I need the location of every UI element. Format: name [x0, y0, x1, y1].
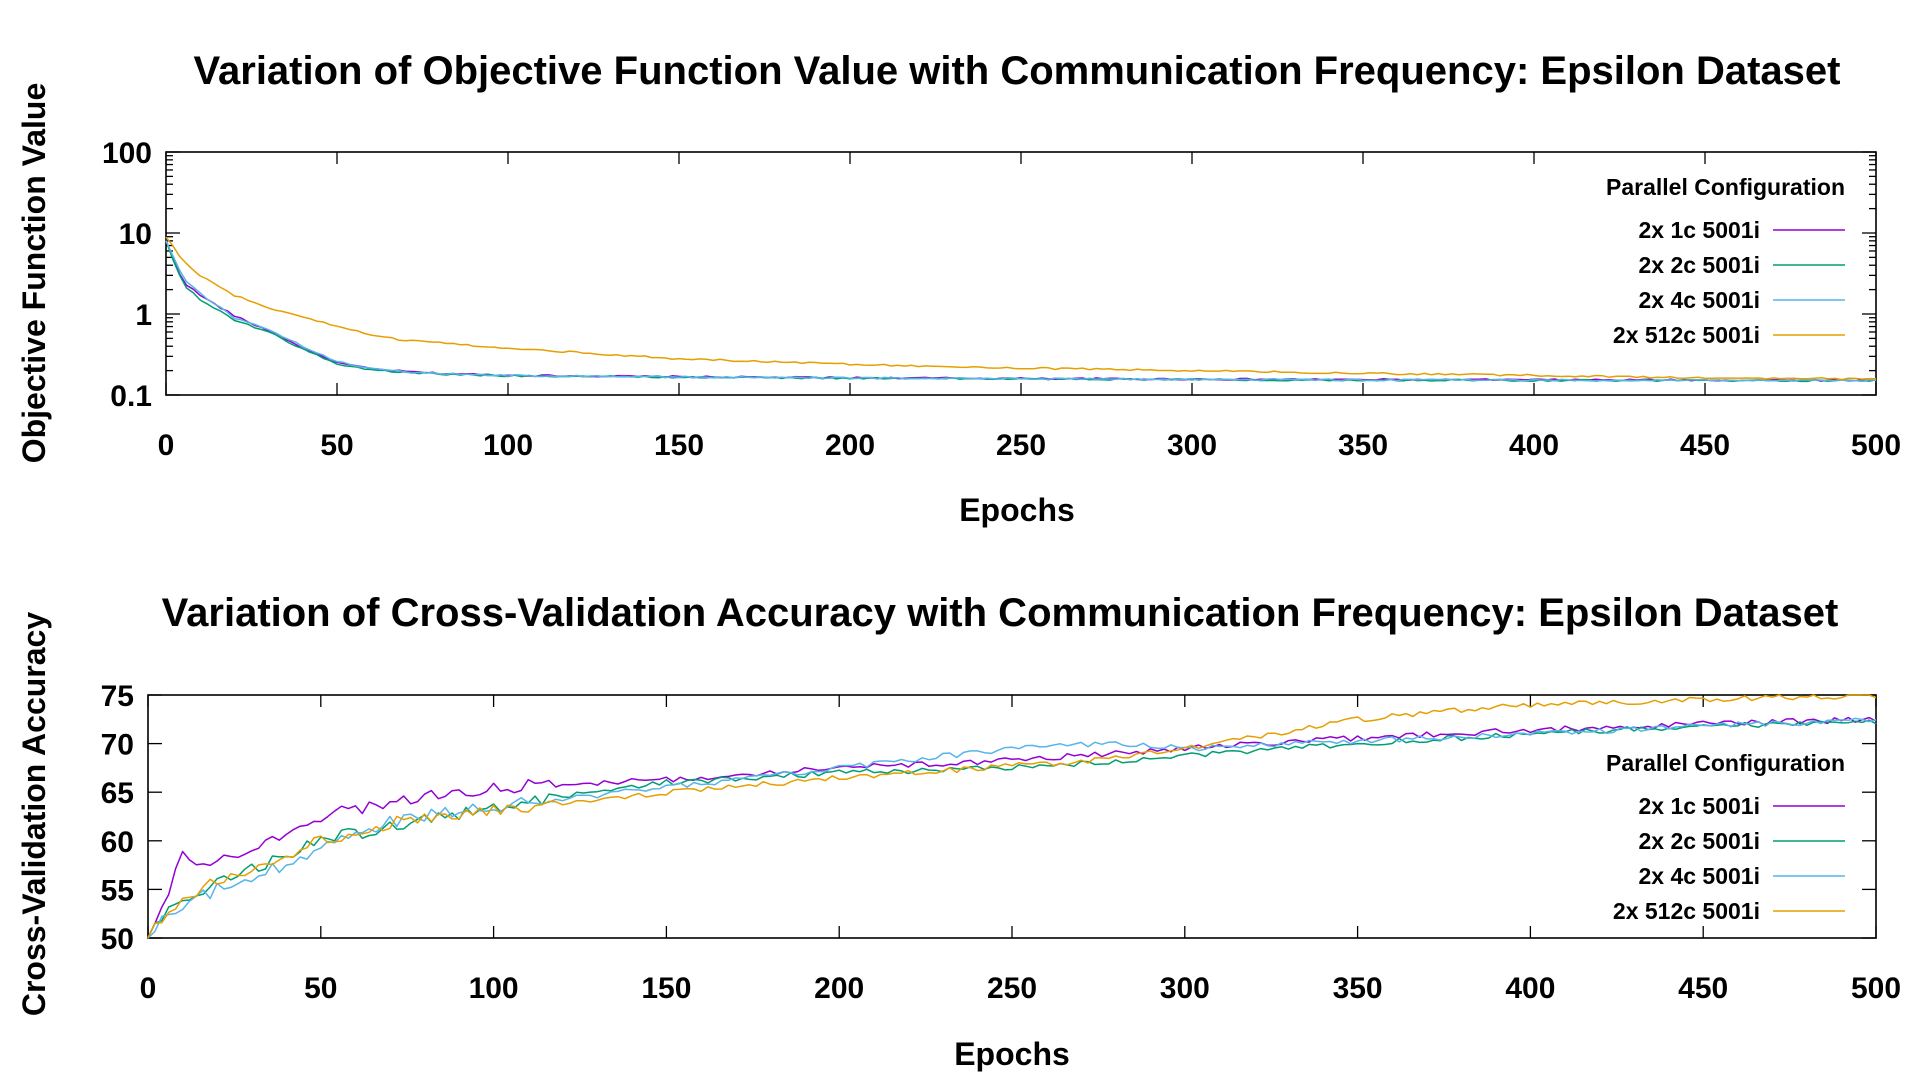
objective-x-tick-label: 50: [320, 429, 353, 462]
objective-chart: Variation of Objective Function Value wi…: [16, 49, 1901, 528]
accuracy-x-tick-label: 150: [641, 972, 691, 1005]
objective-x-tick-label: 0: [158, 429, 175, 462]
objective-x-tick-label: 100: [483, 429, 533, 462]
accuracy-y-ticks: 50 55 60 65 70 75: [101, 680, 1876, 956]
accuracy-x-axis-label: Epochs: [954, 1036, 1070, 1072]
objective-x-tick-label: 400: [1509, 429, 1559, 462]
objective-legend: Parallel Configuration 2x 1c 5001i 2x 2c …: [1606, 174, 1845, 348]
objective-x-tick-label: 450: [1680, 429, 1730, 462]
objective-y-tick-label: 100: [102, 137, 152, 170]
objective-x-tick-label: 250: [996, 429, 1046, 462]
objective-x-tick-label: 150: [654, 429, 704, 462]
accuracy-legend-title: Parallel Configuration: [1606, 750, 1845, 776]
accuracy-x-ticks: 0 50 100 150 200 250 300 350 400 450 500: [140, 695, 1901, 1005]
objective-legend-label: 2x 4c 5001i: [1638, 287, 1760, 313]
accuracy-legend-entries: 2x 1c 5001i 2x 2c 5001i 2x 4c 5001i 2x 512c…: [1613, 793, 1845, 924]
accuracy-series-4-line: [147, 694, 1877, 939]
objective-y-tick-label: 10: [119, 218, 152, 251]
accuracy-legend-label: 2x 4c 5001i: [1638, 863, 1760, 889]
objective-legend-label: 2x 512c 5001i: [1613, 322, 1760, 348]
accuracy-x-tick-label: 400: [1505, 972, 1555, 1005]
objective-series-4-line: [165, 236, 1877, 381]
objective-legend-title: Parallel Configuration: [1606, 174, 1845, 200]
accuracy-series-lines: [147, 694, 1877, 939]
objective-y-tick-label: 0.1: [110, 380, 152, 413]
objective-series-1-line: [165, 240, 1877, 382]
accuracy-x-tick-label: 350: [1333, 972, 1383, 1005]
objective-x-ticks: 0 50 100 150 200 250 300 350 400 450 500: [158, 152, 1901, 462]
accuracy-series-3-line: [147, 717, 1877, 939]
objective-series-2-line: [165, 240, 1877, 383]
accuracy-x-tick-label: 500: [1851, 972, 1901, 1005]
objective-x-tick-label: 500: [1851, 429, 1901, 462]
objective-series-3-line: [165, 240, 1877, 383]
accuracy-legend-label: 2x 1c 5001i: [1638, 793, 1760, 819]
objective-legend-label: 2x 2c 5001i: [1638, 252, 1760, 278]
accuracy-y-axis-label: Cross-Validation Accuracy: [16, 612, 52, 1017]
objective-x-axis-label: Epochs: [959, 492, 1075, 528]
objective-legend-label: 2x 1c 5001i: [1638, 217, 1760, 243]
objective-x-tick-label: 300: [1167, 429, 1217, 462]
objective-y-ticks: 0.1 1 10 100: [102, 137, 1876, 413]
accuracy-y-tick-label: 70: [101, 729, 134, 762]
accuracy-legend: Parallel Configuration 2x 1c 5001i 2x 2c …: [1606, 750, 1845, 924]
accuracy-x-tick-label: 200: [814, 972, 864, 1005]
objective-series-lines: [165, 236, 1877, 383]
objective-y-tick-label: 1: [135, 299, 152, 332]
objective-y-axis-label: Objective Function Value: [16, 83, 52, 464]
accuracy-x-tick-label: 50: [304, 972, 337, 1005]
accuracy-x-tick-label: 300: [1160, 972, 1210, 1005]
accuracy-y-tick-label: 75: [101, 680, 134, 713]
accuracy-y-tick-label: 60: [101, 826, 134, 859]
accuracy-x-tick-label: 450: [1678, 972, 1728, 1005]
accuracy-y-tick-label: 65: [101, 777, 134, 810]
accuracy-x-tick-label: 250: [987, 972, 1037, 1005]
objective-legend-entries: 2x 1c 5001i 2x 2c 5001i 2x 4c 5001i 2x 512c…: [1613, 217, 1845, 348]
accuracy-series-1-line: [147, 716, 1877, 938]
accuracy-y-tick-label: 50: [101, 923, 134, 956]
objective-x-tick-label: 350: [1338, 429, 1388, 462]
accuracy-legend-label: 2x 2c 5001i: [1638, 828, 1760, 854]
accuracy-y-tick-label: 55: [101, 874, 134, 907]
accuracy-chart-title: Variation of Cross-Validation Accuracy w…: [162, 591, 1839, 635]
accuracy-x-tick-label: 100: [469, 972, 519, 1005]
objective-chart-title: Variation of Objective Function Value wi…: [194, 49, 1841, 93]
accuracy-x-tick-label: 0: [140, 972, 157, 1005]
objective-x-tick-label: 200: [825, 429, 875, 462]
accuracy-chart: Variation of Cross-Validation Accuracy w…: [16, 591, 1901, 1072]
accuracy-legend-label: 2x 512c 5001i: [1613, 898, 1760, 924]
